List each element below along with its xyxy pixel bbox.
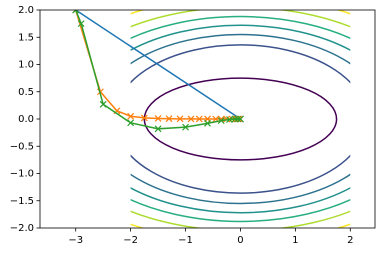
marker [176,115,184,123]
contour-line [130,44,351,194]
y-tick-label: −1.5 [10,196,34,207]
marker [195,115,203,123]
marker [140,114,148,122]
marker [72,10,80,14]
marker [165,115,173,123]
marker [226,116,233,123]
marker [99,100,107,108]
marker [182,123,189,131]
y-tick-label: 1.0 [18,60,34,71]
x-tick-label: 0 [237,235,243,246]
marker [231,115,239,123]
y-tick-label: 2.0 [18,5,34,16]
contour-line [143,77,338,161]
y-tick-label: −2.0 [10,223,34,234]
marker [127,119,135,127]
x-tick-label: −1 [178,235,193,246]
contour-clip [130,10,351,228]
marker [154,125,162,133]
marker [237,115,244,123]
y-tick-label: 0.5 [18,87,34,98]
y-tick-label: −1.0 [10,169,34,180]
x-tick-label: −3 [68,235,83,246]
marker [234,115,242,123]
contour-line [130,15,351,223]
marker [127,112,135,120]
y-tick-label: 1.5 [18,32,34,43]
x-tick-label: −2 [123,235,138,246]
contour-line [130,24,351,214]
series-line [75,10,241,120]
marker [154,115,162,122]
line-layer [72,10,244,133]
marker [77,20,85,28]
y-tick-label: −0.5 [10,141,34,152]
x-tick-label: 2 [347,235,353,246]
marker [187,115,195,123]
contour-layer [130,10,351,228]
marker [204,119,211,127]
x-tick-label: 1 [292,235,298,246]
y-tick-label: 0.0 [18,114,34,125]
marker [217,117,225,125]
contour-line [130,33,351,205]
